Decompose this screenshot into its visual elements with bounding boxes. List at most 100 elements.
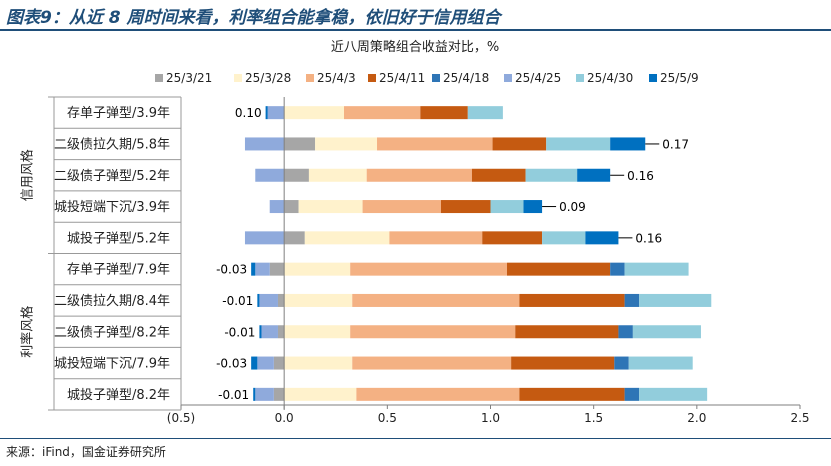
bar-r6-s4	[507, 262, 611, 276]
bar-r10-s8	[253, 387, 256, 401]
bar-r1-s3	[344, 106, 421, 120]
legend-swatch-4	[368, 74, 376, 82]
legend-swatch-5	[432, 74, 440, 82]
bar-r5-s1	[284, 231, 305, 245]
bar-r4-s7	[490, 200, 524, 214]
data-label-5: 0.16	[635, 231, 662, 245]
legend-swatch-8	[649, 74, 657, 82]
bar-r8-s5	[618, 325, 633, 339]
bar-r9-s7	[628, 356, 693, 370]
bar-r1-s2	[284, 106, 345, 120]
stacked-bar-chart: 近八周策略组合收益对比，% 25/3/21 25/3/28 25/4/3 25/4/1…	[20, 39, 810, 425]
data-label-1: 0.10	[235, 106, 262, 120]
x-tick-label-4: 1.0	[481, 411, 500, 425]
bar-r4-s3	[362, 200, 441, 214]
data-label-8: -0.01	[224, 325, 255, 339]
bar-r10-s2	[284, 387, 357, 401]
bar-r1-s7	[467, 106, 503, 120]
legend-swatch-6	[504, 74, 512, 82]
bar-r6-s5	[610, 262, 625, 276]
category-label-8: 二级债子弹型/8.2年	[54, 325, 170, 340]
bar-r2-s3	[377, 137, 493, 151]
bar-r1-s6	[267, 106, 285, 120]
bar-r10-s7	[639, 387, 708, 401]
bar-r1-s8	[265, 106, 268, 120]
bar-r10-s6	[255, 387, 274, 401]
bar-r6-s6	[255, 262, 270, 276]
legend-label-4: 25/4/11	[379, 71, 425, 85]
bar-r3-s1	[284, 168, 309, 182]
bar-r8-s7	[632, 325, 701, 339]
bar-r7-s1	[277, 293, 285, 307]
bar-r8-s6	[261, 325, 278, 339]
bar-r6-s7	[624, 262, 689, 276]
bar-r7-s7	[639, 293, 712, 307]
bar-r3-s6	[255, 168, 285, 182]
bar-r4-s4	[440, 200, 491, 214]
legend-swatch-7	[576, 74, 584, 82]
category-label-10: 城投子弹型/8.2年	[67, 387, 170, 403]
bar-r9-s3	[352, 356, 512, 370]
x-tick-label-1: (0.5)	[167, 411, 195, 425]
data-label-7: -0.01	[222, 294, 253, 308]
legend-label-7: 25/4/30	[587, 71, 633, 85]
legend-label-1: 25/3/21	[166, 71, 212, 85]
bar-r4-s2	[298, 200, 363, 214]
bar-r7-s3	[352, 293, 520, 307]
x-tick-label-6: 2.0	[687, 411, 706, 425]
category-label-5: 城投子弹型/5.2年	[67, 230, 170, 246]
legend-label-3: 25/4/3	[317, 71, 356, 85]
source-note: 来源：iFind，国金证券研究所	[6, 445, 166, 459]
legend-swatch-2	[234, 74, 242, 82]
bar-r5-s4	[482, 231, 543, 245]
category-label-3: 二级债子弹型/5.2年	[54, 169, 170, 184]
legend-swatch-1	[155, 74, 163, 82]
bar-r8-s1	[277, 325, 285, 339]
bar-r3-s8	[577, 168, 611, 182]
bar-r10-s3	[356, 387, 520, 401]
bar-r9-s4	[511, 356, 615, 370]
bar-r8-s3	[350, 325, 516, 339]
bar-r9-s5	[614, 356, 629, 370]
bar-r8-s8	[259, 325, 262, 339]
bar-r10-s1	[273, 387, 285, 401]
category-label-6: 存单子弹型/7.9年	[67, 263, 170, 278]
bar-r2-s8	[610, 137, 646, 151]
bar-r3-s7	[525, 168, 578, 182]
bar-r10-s5	[624, 387, 640, 401]
bar-r9-s1	[273, 356, 285, 370]
category-label-2: 二级债拉久期/5.8年	[54, 137, 170, 152]
bar-r5-s6	[244, 231, 285, 245]
data-label-6: -0.03	[216, 263, 247, 277]
category-label-9: 城投短端下沉/7.9年	[54, 356, 170, 372]
title-divider	[0, 29, 831, 31]
bar-r8-s4	[515, 325, 619, 339]
bar-r2-s7	[546, 137, 611, 151]
bar-r6-s1	[269, 262, 285, 276]
bottom-divider	[0, 438, 831, 439]
bar-r2-s6	[244, 137, 285, 151]
figure-title: 图表9：从近 8 周时间来看，利率组合能拿稳，依旧好于信用组合	[6, 8, 501, 28]
bar-r10-s4	[519, 387, 625, 401]
bar-r5-s2	[304, 231, 390, 245]
x-tick-label-5: 1.5	[584, 411, 603, 425]
data-label-9: -0.03	[216, 357, 247, 371]
legend-label-6: 25/4/25	[515, 71, 561, 85]
legend-swatch-3	[306, 74, 314, 82]
bar-r6-s8	[251, 262, 256, 276]
chart-title: 近八周策略组合收益对比，%	[331, 39, 499, 55]
bar-r9-s8	[251, 356, 258, 370]
bar-r7-s4	[519, 293, 625, 307]
bar-r3-s4	[471, 168, 526, 182]
x-tick-label-7: 2.5	[790, 411, 809, 425]
legend-label-8: 25/5/9	[660, 71, 699, 85]
x-axis: (0.5) 0.0 0.5 1.0 1.5 2.0 2.5	[167, 404, 810, 425]
bar-r5-s8	[585, 231, 619, 245]
bar-r6-s3	[350, 262, 508, 276]
bar-r5-s3	[389, 231, 483, 245]
bar-r8-s2	[284, 325, 351, 339]
data-label-4: 0.09	[559, 200, 586, 214]
data-label-2: 0.17	[662, 137, 689, 151]
legend-label-5: 25/4/18	[443, 71, 489, 85]
